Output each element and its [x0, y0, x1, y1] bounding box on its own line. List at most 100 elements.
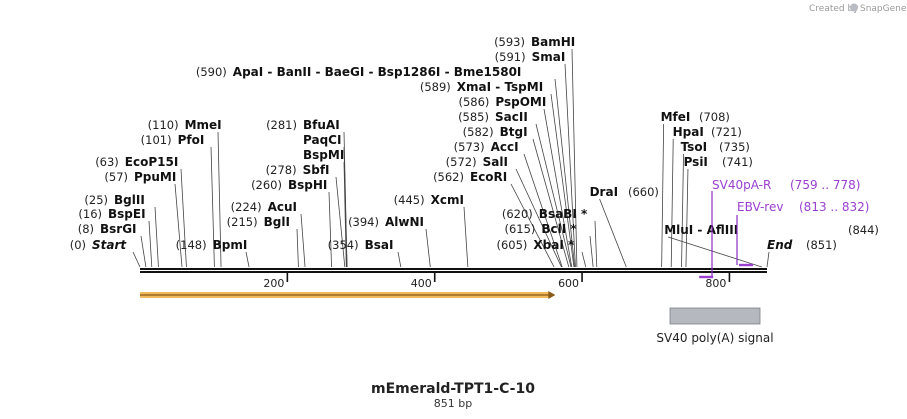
site-position: (589) [420, 80, 451, 94]
site-name: AcuI [268, 200, 297, 214]
site-leader-line [174, 183, 183, 268]
site-position: (224) [231, 200, 262, 214]
site-position: (148) [176, 238, 207, 252]
site-name: PpuMI [134, 170, 176, 184]
site-position: (57) [104, 170, 128, 184]
site-leader-line [217, 131, 222, 268]
site-leader-line [594, 220, 598, 268]
site-position: (591) [495, 50, 526, 64]
site-leader-line [535, 123, 572, 268]
site-position: (844) [848, 223, 879, 237]
site-leader-line [328, 191, 332, 268]
site-leader-line [132, 251, 141, 268]
site-position: (851) [806, 238, 837, 252]
site-name: PsiI [684, 155, 708, 169]
site-position: (573) [454, 140, 485, 154]
site-name: Start [92, 238, 127, 252]
site-name: MfeI [661, 110, 691, 124]
site-name: DraI [590, 185, 618, 199]
site-position: (278) [266, 163, 297, 177]
site-name: XmaI - TspMI [457, 80, 543, 94]
site-leader-line [510, 183, 555, 268]
site-position: (25) [84, 193, 108, 207]
site-name: BglI [264, 215, 290, 229]
site-leader-line [766, 251, 770, 268]
site-name: SalI [483, 155, 508, 169]
site-leader-line [425, 228, 431, 268]
site-leader-line [661, 123, 665, 268]
site-leader-line [343, 131, 348, 268]
site-name: SmaI [532, 50, 566, 64]
site-name: BsaBI * [539, 207, 588, 221]
site-name: BamHI [531, 35, 575, 49]
map-title: mEmerald-TPT1-C-10 [371, 381, 535, 397]
site-name: ApaI - BanII - BaeGI - Bsp1286I - Bme158… [233, 65, 522, 79]
site-position: (721) [711, 125, 742, 139]
site-position: (215) [227, 215, 258, 229]
features [140, 291, 761, 325]
site-leader-line [296, 228, 299, 268]
site-name: BspMI [303, 148, 344, 162]
site-leader-line [180, 168, 187, 268]
site-position: (562) [433, 170, 464, 184]
site-name: BglII [114, 193, 145, 207]
site-position: (620) [502, 207, 533, 221]
site-name: MmeI [185, 118, 222, 132]
site-position: (593) [494, 35, 525, 49]
site-position: (586) [458, 95, 489, 109]
primers: SV40pA-R (759 .. 778) EBV-rev (813 .. 832) [699, 178, 869, 279]
primer-range: (759 .. 778) [790, 178, 860, 192]
site-position: (8) [78, 222, 94, 236]
site-position: (281) [266, 118, 297, 132]
site-leader-line [397, 251, 402, 268]
site-leader-line [550, 93, 575, 268]
site-name: BsrGI [100, 222, 137, 236]
site-leader-line [581, 251, 587, 268]
ruler-tick-label: 800 [705, 277, 726, 290]
site-name: BtgI [500, 125, 528, 139]
site-position: (16) [78, 207, 102, 221]
snapgene-logo-icon [850, 3, 858, 12]
polya-feature-box [669, 307, 761, 325]
site-leader-line [589, 235, 594, 268]
site-position: (572) [446, 155, 477, 169]
site-position: (708) [699, 110, 730, 124]
credit-brand: SnapGene [860, 4, 907, 14]
ruler-tick-label: 200 [263, 277, 284, 290]
ruler-tick-label: 400 [411, 277, 432, 290]
site-leader-line [343, 161, 347, 268]
credit-text: Created by [809, 4, 859, 14]
site-leader-line [523, 153, 563, 268]
site-position: (615) [504, 222, 535, 236]
site-name: BspEI [108, 207, 146, 221]
site-name: BpmI [213, 238, 248, 252]
site-name: BspHI [288, 178, 327, 192]
site-name: BclI * [541, 222, 577, 236]
site-leader-line [335, 176, 346, 268]
site-position: (741) [722, 155, 753, 169]
site-leader-line [668, 236, 762, 268]
primer-name: EBV-rev [737, 200, 783, 214]
site-name: BfuAI [303, 118, 340, 132]
site-leader-line [670, 138, 674, 268]
ruler-ticks: 200 400 600 800 [263, 273, 731, 290]
site-position: (260) [251, 178, 282, 192]
site-position: (394) [348, 215, 379, 229]
site-name: EcoRI [470, 170, 507, 184]
cds-arrow-head [548, 291, 556, 299]
site-leader-line [599, 198, 627, 268]
site-leader-line [463, 206, 469, 268]
primer-name: SV40pA-R [712, 178, 771, 192]
site-position: (110) [148, 118, 179, 132]
site-name: TsoI [681, 140, 707, 154]
polya-feature-label: SV40 poly(A) signal [656, 331, 773, 345]
site-position: (660) [628, 185, 659, 199]
site-leader-line [681, 153, 684, 268]
site-leader-line [515, 168, 562, 268]
site-position: (585) [458, 110, 489, 124]
site-position: (0) [70, 238, 86, 252]
site-name: BsaI [365, 238, 394, 252]
site-leader-line [140, 235, 147, 268]
site-name: XbaI * [533, 238, 575, 252]
ruler-tick-label: 600 [558, 277, 579, 290]
